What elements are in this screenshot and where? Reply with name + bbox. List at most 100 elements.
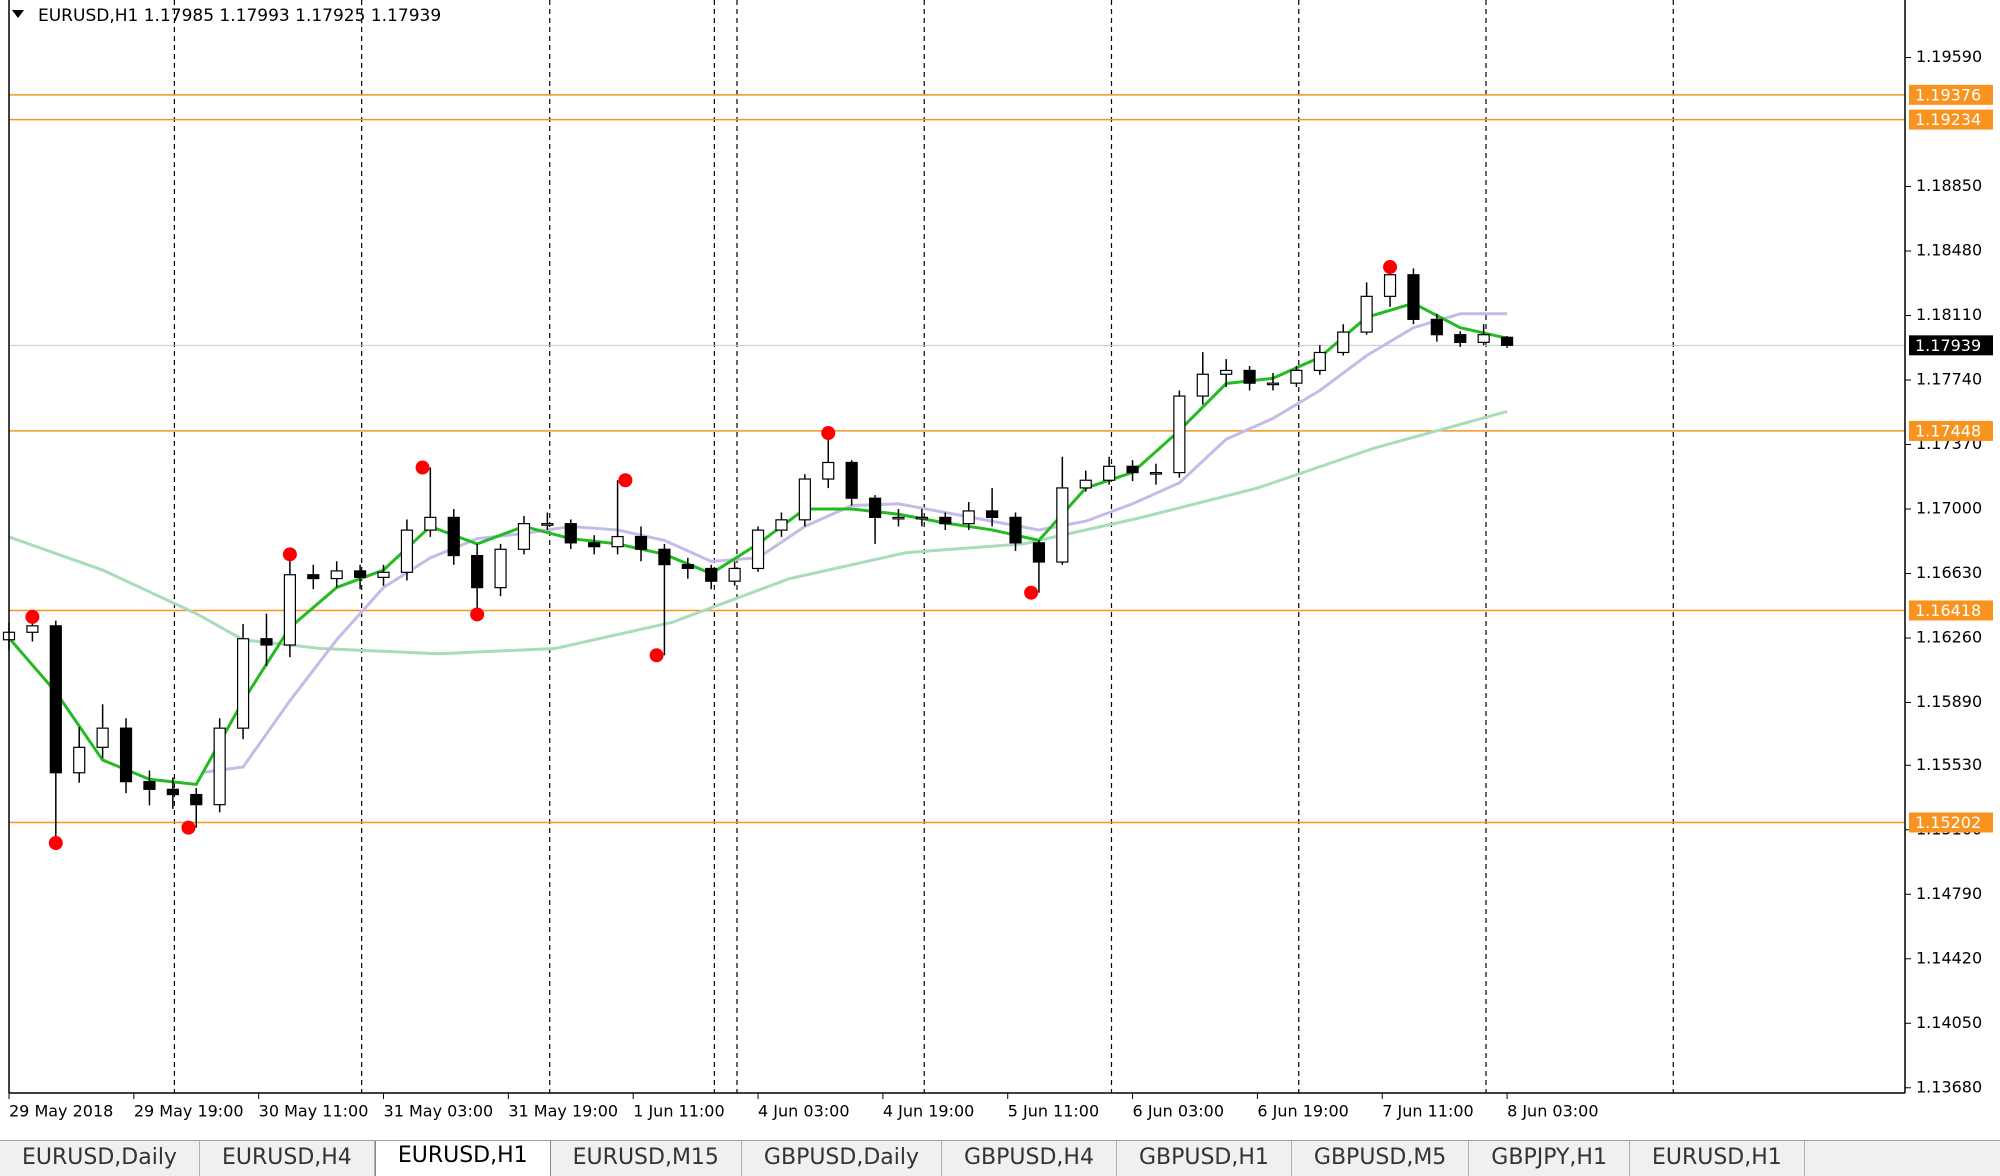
y-tick-label: 1.14050: [1916, 1013, 1982, 1032]
x-tick-label: 30 May 11:00: [259, 1102, 369, 1121]
fractal-dot: [25, 609, 40, 624]
candle-body: [1407, 274, 1420, 320]
chart-tab[interactable]: GBPUSD,H4: [942, 1141, 1117, 1176]
chart-tab[interactable]: EURUSD,M15: [551, 1141, 742, 1176]
candle-body: [1500, 336, 1514, 346]
y-tick-label: 1.18110: [1916, 305, 1982, 324]
fractal-dot: [470, 607, 485, 622]
candle-body: [330, 570, 343, 580]
candle-body: [868, 497, 882, 518]
y-tick-label: 1.14420: [1916, 948, 1982, 967]
last-price-label: 1.17939: [1915, 336, 1981, 355]
menu-arrow[interactable]: [12, 10, 24, 18]
candle-body: [236, 638, 250, 729]
x-tick-label: 4 Jun 19:00: [883, 1102, 974, 1121]
fractal-dot: [1024, 585, 1039, 600]
chart-tab[interactable]: EURUSD,H4: [200, 1141, 375, 1176]
fractal-dot: [415, 460, 430, 475]
candle-body: [798, 478, 811, 521]
candle-body: [751, 529, 765, 570]
candle-body: [1360, 295, 1373, 333]
candle-body: [915, 516, 928, 520]
y-tick-label: 1.13680: [1916, 1077, 1982, 1096]
level-price-label: 1.17448: [1915, 421, 1981, 440]
level-price-box: [1909, 812, 1993, 833]
chart-tab[interactable]: EURUSD,Daily: [0, 1141, 200, 1176]
level-price-box: [1909, 84, 1993, 105]
candle-body: [1056, 487, 1069, 563]
candle-body: [541, 523, 554, 526]
candle-body: [1313, 351, 1326, 372]
y-tick-label: 1.16630: [1916, 563, 1982, 582]
moving-average: [8, 409, 1508, 656]
y-tick-label: 1.19590: [1916, 47, 1982, 66]
candle-body: [1337, 331, 1350, 354]
fractal-dot: [821, 426, 836, 441]
candle-body: [471, 554, 484, 589]
candle-body: [1220, 369, 1233, 375]
chart-title: EURUSD,H1 1.17985 1.17993 1.17925 1.1793…: [38, 6, 441, 26]
x-tick-label: 6 Jun 03:00: [1133, 1102, 1224, 1121]
candle-body: [986, 510, 999, 518]
x-tick-label: 1 Jun 11:00: [633, 1102, 724, 1121]
candle-body: [119, 727, 133, 783]
chart-tab[interactable]: GBPUSD,M5: [1292, 1141, 1470, 1176]
fractal-dot: [618, 473, 633, 488]
candle-body: [564, 523, 577, 544]
candle-body: [354, 570, 367, 578]
level-price-label: 1.15202: [1915, 813, 1981, 832]
level-price-box: [1909, 420, 1993, 441]
candle-body: [1009, 516, 1022, 544]
x-tick-label: 31 May 03:00: [384, 1102, 494, 1121]
x-tick-label: 29 May 2018: [9, 1102, 113, 1121]
chart: 1.195901.188501.184801.181101.177401.173…: [0, 0, 2000, 1140]
fractal-dot: [48, 836, 63, 851]
background: [0, 0, 2000, 1140]
chart-tab[interactable]: EURUSD,H1: [374, 1141, 551, 1176]
candle-body: [424, 516, 437, 531]
candle-body: [892, 516, 905, 520]
y-tick-label: 1.16260: [1916, 628, 1982, 647]
level-price-label: 1.16418: [1915, 601, 1981, 620]
level-price-box: [1909, 600, 1993, 621]
last-price-box: [1909, 335, 1993, 356]
candle-body: [517, 523, 531, 550]
candle-body: [1126, 465, 1139, 474]
candle-body: [26, 625, 39, 633]
x-tick-label: 31 May 19:00: [508, 1102, 618, 1121]
candle-body: [1149, 471, 1163, 475]
candle-body: [1454, 334, 1467, 343]
candle-body: [822, 461, 835, 480]
candle-body: [1196, 373, 1209, 397]
chart-tab[interactable]: EURUSD,H1: [1630, 1141, 1805, 1176]
candle-body: [588, 542, 601, 548]
chart-tab[interactable]: GBPUSD,H1: [1117, 1141, 1292, 1176]
y-tick-label: 1.14790: [1916, 884, 1982, 903]
chart-tab[interactable]: GBPUSD,Daily: [742, 1141, 942, 1176]
candle-body: [1243, 369, 1256, 384]
candle-body: [939, 516, 952, 525]
y-tick-label: 1.17000: [1916, 499, 1982, 518]
candle-body: [213, 727, 226, 806]
tab-bar: EURUSD,Daily EURUSD,H4 EURUSD,H1 EURUSD,M15…: [0, 1140, 2000, 1176]
candle-body: [1032, 542, 1046, 563]
candle-body: [49, 625, 62, 774]
candle-body: [447, 516, 460, 557]
candle-body: [1477, 334, 1490, 343]
candle-body: [1266, 382, 1280, 386]
fractal-dot: [1383, 260, 1398, 275]
x-tick-label: 4 Jun 03:00: [758, 1102, 849, 1121]
candle-body: [307, 574, 320, 580]
chart-tab[interactable]: GBPJPY,H1: [1469, 1141, 1630, 1176]
x-tick-label: 7 Jun 11:00: [1382, 1102, 1473, 1121]
fractal-dot: [181, 820, 196, 835]
candle-body: [1103, 465, 1116, 481]
candle-body: [283, 574, 296, 646]
fractal-dot: [282, 547, 297, 562]
candle-body: [494, 548, 507, 589]
y-tick-label: 1.18850: [1916, 176, 1982, 195]
candle-body: [1290, 369, 1303, 384]
x-tick-label: 8 Jun 03:00: [1507, 1102, 1598, 1121]
candle-body: [962, 510, 975, 525]
